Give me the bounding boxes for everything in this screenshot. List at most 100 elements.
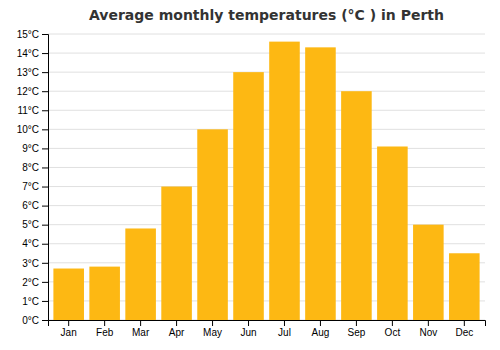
title: Average monthly temperatures (°C ) in Pe… (89, 7, 444, 23)
y-tick-mark (42, 167, 48, 168)
y-tick-mark (42, 301, 48, 302)
x-tick-mark (356, 320, 357, 326)
bar (341, 91, 372, 320)
y-tick-label: 9°C (22, 143, 39, 154)
y-tick-mark (42, 72, 48, 73)
y-tick-label: 14°C (17, 48, 39, 59)
y-tick: 4°C (22, 238, 48, 249)
x-tick-label: Mar (132, 327, 150, 338)
x-tick-mark (464, 320, 465, 326)
grid-line (48, 167, 485, 168)
x-tick: Sep (348, 320, 366, 338)
bar (161, 187, 192, 320)
x-tick-label: Jul (278, 327, 291, 338)
y-tick-label: 13°C (17, 67, 39, 78)
grid-line (48, 34, 485, 35)
y-tick-mark (42, 34, 48, 35)
x-tick-mark (104, 320, 105, 326)
y-axis-line (42, 35, 49, 321)
y-tick-label: 5°C (22, 219, 39, 230)
x-tick-mark (176, 320, 177, 326)
bar (89, 267, 120, 320)
grid-line (48, 205, 485, 206)
y-tick: 15°C (17, 29, 48, 40)
bar (269, 42, 300, 320)
grid-line (48, 72, 485, 73)
x-tick-mark (284, 320, 285, 326)
grid (48, 34, 485, 320)
y-tick-mark (42, 282, 48, 283)
y-tick: 13°C (17, 67, 48, 78)
y-tick: 5°C (22, 219, 48, 230)
x-tick: Jul (278, 320, 291, 338)
y-tick: 8°C (22, 162, 48, 173)
grid-line (48, 53, 485, 54)
y-axis: 0°C 1°C 2°C 3°C 4°C 5°C 6°C 7°C 8°C 9°C 10°C 11°C 12… (17, 29, 49, 326)
x-tick: May (203, 320, 222, 338)
x-tick-label: Aug (312, 327, 330, 338)
y-tick-label: 15°C (17, 29, 39, 40)
grid-line (48, 186, 485, 187)
y-tick-label: 4°C (22, 238, 39, 249)
bar (53, 269, 84, 320)
x-tick: Jun (240, 320, 256, 338)
y-tick-mark (42, 53, 48, 54)
y-tick: 12°C (17, 86, 48, 97)
x-tick-mark (320, 320, 321, 326)
x-tick: Dec (455, 320, 473, 338)
x-axis: Jan Feb Mar Apr May Jun Jul Aug Sep Oct Nov Dec (49, 320, 486, 338)
x-tick-label: Sep (348, 327, 366, 338)
y-tick-mark (42, 91, 48, 92)
grid-line (48, 129, 485, 130)
y-tick-label: 6°C (22, 200, 39, 211)
bar (413, 225, 444, 320)
grid-line (48, 110, 485, 111)
y-tick-label: 3°C (22, 258, 39, 269)
x-tick: Feb (96, 320, 114, 338)
x-tick: Apr (169, 320, 185, 338)
y-tick-mark (42, 263, 48, 264)
x-tick-mark (392, 320, 393, 326)
y-tick: 7°C (22, 181, 48, 192)
x-tick-label: Nov (419, 327, 437, 338)
y-tick-mark (42, 244, 48, 245)
y-tick-mark (42, 110, 48, 111)
grid-line (48, 148, 485, 149)
x-tick: Mar (132, 320, 150, 338)
y-tick-label: 2°C (22, 277, 39, 288)
y-tick-mark (42, 187, 48, 188)
y-tick: 10°C (17, 124, 48, 135)
y-tick-label: 10°C (17, 124, 39, 135)
y-tick-mark (42, 206, 48, 207)
y-tick: 0°C (22, 315, 48, 326)
x-tick-label: Feb (96, 327, 114, 338)
y-tick-mark (42, 225, 48, 226)
y-tick-label: 0°C (22, 315, 39, 326)
y-tick-mark (42, 320, 48, 321)
x-tick-label: May (203, 327, 222, 338)
x-tick-mark (428, 320, 429, 326)
x-tick-mark (248, 320, 249, 326)
y-tick: 3°C (22, 258, 48, 269)
x-tick-label: Jun (240, 327, 256, 338)
x-tick: Jan (61, 320, 77, 338)
y-tick: 14°C (17, 48, 48, 59)
y-tick-label: 12°C (17, 86, 39, 97)
x-tick-label: Dec (455, 327, 473, 338)
x-tick-mark (140, 320, 141, 326)
y-tick: 11°C (17, 105, 48, 116)
y-tick-label: 11°C (17, 105, 39, 116)
y-tick-mark (42, 129, 48, 130)
plot: 0°C 1°C 2°C 3°C 4°C 5°C 6°C 7°C 8°C 9°C 10°C 11°C 12… (17, 29, 486, 338)
y-tick-label: 8°C (22, 162, 39, 173)
bars (53, 42, 479, 320)
x-tick: Oct (385, 320, 401, 338)
x-tick-label: Apr (169, 327, 185, 338)
x-tick: Nov (419, 320, 437, 338)
y-tick: 6°C (22, 200, 48, 211)
y-tick: 9°C (22, 143, 48, 154)
y-tick-mark (42, 148, 48, 149)
y-tick: 1°C (22, 296, 48, 307)
y-tick-label: 7°C (22, 181, 39, 192)
bar (125, 228, 156, 320)
